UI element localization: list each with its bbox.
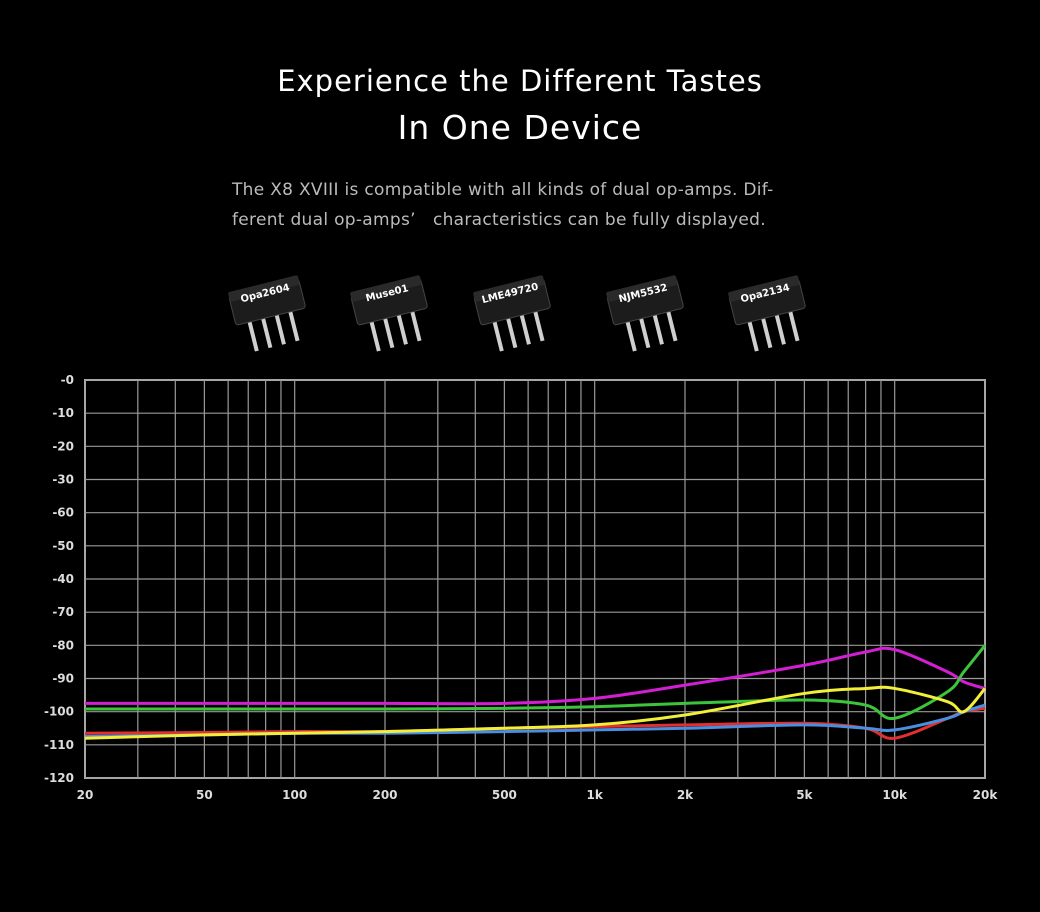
chip-pin bbox=[638, 314, 651, 349]
op-amp-chip: NJM5532 bbox=[606, 275, 684, 352]
op-amp-chip: Opa2134 bbox=[728, 275, 806, 352]
chip-pin bbox=[287, 307, 300, 342]
chip-pin bbox=[491, 317, 504, 352]
y-tick-label: -0 bbox=[61, 373, 74, 387]
x-tick-label: 5k bbox=[796, 788, 813, 802]
chip-pin bbox=[773, 310, 786, 345]
op-amp-chip: Muse01 bbox=[350, 275, 428, 352]
series-line bbox=[84, 685, 987, 740]
chip-pin bbox=[246, 317, 259, 352]
chip-top bbox=[606, 275, 678, 302]
chip-pin bbox=[395, 310, 408, 345]
intro-line: ferent dual op-amps’ characteristics can… bbox=[232, 210, 766, 230]
x-tick-label: 20k bbox=[973, 788, 999, 802]
series-line bbox=[84, 706, 986, 740]
y-tick-label: -10 bbox=[52, 406, 74, 420]
y-tick-label: -100 bbox=[44, 705, 74, 719]
x-tick-label: 200 bbox=[372, 788, 397, 802]
chip-top bbox=[728, 275, 800, 302]
op-amp-chip: Opa2604 bbox=[228, 275, 306, 352]
x-tick-label: 500 bbox=[492, 788, 517, 802]
chip-pin bbox=[760, 314, 773, 349]
x-tick-label: 20 bbox=[77, 788, 94, 802]
chip-top bbox=[350, 275, 422, 302]
y-tick-label: -60 bbox=[52, 506, 74, 520]
y-tick-label: -110 bbox=[44, 738, 74, 752]
y-tick-label: -30 bbox=[52, 473, 74, 487]
series-line bbox=[85, 646, 986, 706]
x-tick-label: 1k bbox=[587, 788, 604, 802]
x-tick-label: 2k bbox=[677, 788, 694, 802]
chip-pin bbox=[273, 310, 286, 345]
chip-pin bbox=[746, 317, 759, 352]
y-tick-label: -80 bbox=[52, 638, 74, 652]
chip-pin bbox=[787, 307, 800, 342]
y-tick-label: -20 bbox=[52, 439, 74, 453]
y-tick-label: -50 bbox=[52, 539, 74, 553]
chip-pin bbox=[260, 314, 273, 349]
chip-pin bbox=[518, 310, 531, 345]
y-tick-label: -90 bbox=[52, 672, 74, 686]
x-tick-label: 10k bbox=[882, 788, 908, 802]
chip-pin bbox=[665, 307, 678, 342]
chip-pin bbox=[505, 314, 518, 349]
chip-pin bbox=[382, 314, 395, 349]
chip-pin bbox=[368, 317, 381, 352]
intro-line: The X8 XVIII is compatible with all kind… bbox=[232, 180, 774, 200]
y-tick-label: -70 bbox=[52, 605, 74, 619]
x-tick-label: 100 bbox=[282, 788, 307, 802]
x-tick-label: 50 bbox=[196, 788, 213, 802]
y-tick-label: -120 bbox=[44, 771, 74, 785]
chip-top bbox=[473, 275, 545, 302]
title: Experience the Different Tastes bbox=[277, 64, 763, 98]
subtitle: In One Device bbox=[397, 108, 643, 147]
chip-pin bbox=[532, 307, 545, 342]
op-amp-chip: LME49720 bbox=[473, 275, 551, 352]
y-tick-label: -40 bbox=[52, 572, 74, 586]
chip-top bbox=[228, 275, 300, 302]
chip-pin bbox=[409, 307, 422, 342]
chip-pin bbox=[624, 317, 637, 352]
chip-pin bbox=[651, 310, 664, 345]
